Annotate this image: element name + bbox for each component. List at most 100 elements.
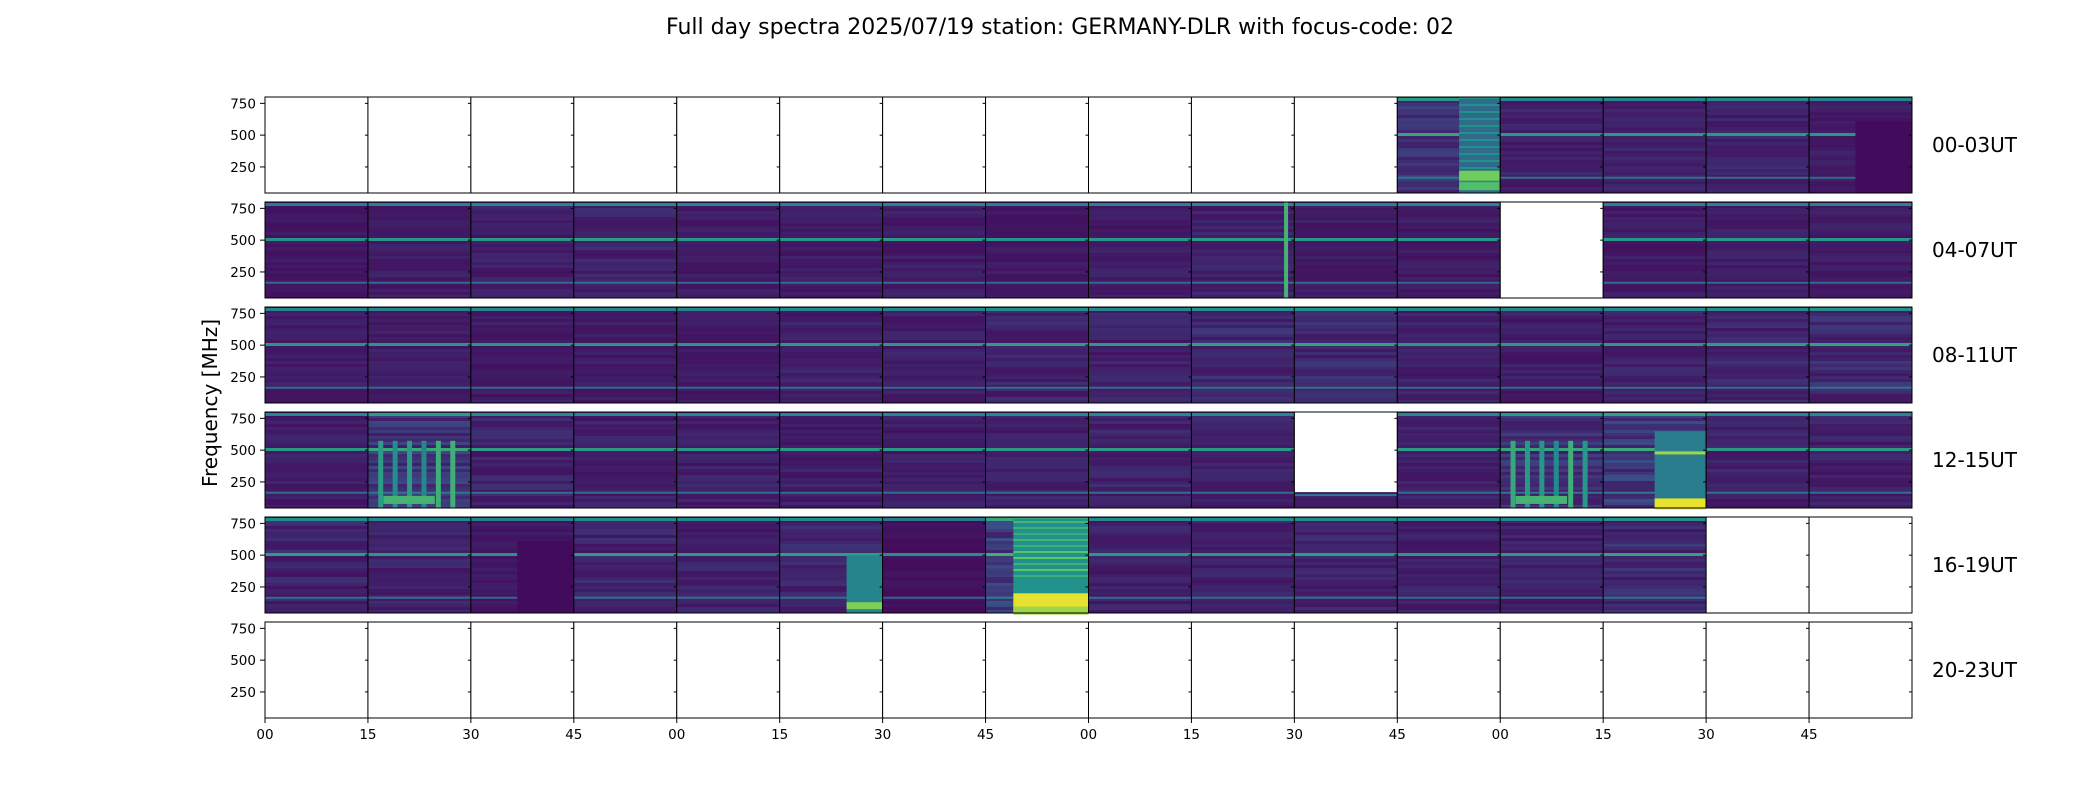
spectrum-panel [1808,411,1913,509]
spectrum-panel [573,96,678,194]
spectrum-panel [1293,621,1398,719]
spectrum-panel [1396,411,1501,509]
spectrum-panel [573,306,678,404]
spectrum-panel [985,96,1089,194]
spectrum-panel [264,411,369,509]
spectra-row: 250 500 750 12-15UT [230,411,2018,510]
spectrum-panel [1602,96,1707,194]
spectrum-panel [676,96,781,194]
spectrum-panel [1190,306,1295,404]
spectrum-panel [573,201,678,299]
x-tick-label: 30 [462,727,479,743]
x-tick-label: 15 [359,727,376,743]
spectrum-panel [1705,306,1810,404]
panel-frame [1808,621,1913,719]
spectrum-panel [573,621,678,719]
spectrum-panel [1499,516,1604,614]
spectrum-panel [676,306,781,404]
spectrum-panel [1705,96,1810,194]
y-tick-label: 500 [230,548,256,564]
y-tick-label: 250 [230,475,256,491]
y-tick-label: 500 [230,128,256,144]
x-tick-label: 45 [1800,727,1817,743]
spectra-row: 250 500 750 16-19UT [230,516,2018,615]
spectrum-panel [985,201,1089,299]
x-tick-label: 30 [874,727,891,743]
spectrum-panel [1705,411,1810,509]
spectrum-panel [1499,621,1604,719]
spectrum-panel [1190,201,1295,299]
spectrum-panel [264,621,369,719]
spectrum-panel [1808,201,1913,299]
spectrum-panel [264,306,369,404]
spectrum-panel [1602,621,1707,719]
x-axis: 00 15 30 45 00 15 30 45 00 15 30 45 00 15 30 45 [256,718,1818,743]
y-tick-label: 750 [230,201,256,217]
spectrum-panel [1808,96,1913,194]
spectrum-panel [1705,201,1810,299]
y-tick-label: 750 [230,96,256,112]
spectrum-panel [1499,411,1604,509]
row-label: 08-11UT [1932,343,2018,367]
spectra-grid: 250 500 750 00-03UT 250 500 750 04-07UT 250 500 75… [230,96,2018,743]
spectrum-panel [1499,96,1604,194]
spectrum-panel [1396,621,1501,719]
spectrum-panel [264,201,369,299]
spectrum-panel [1808,621,1913,719]
spectrum-panel [470,621,575,719]
spectrum-panel [985,411,1089,509]
spectrum-panel [367,621,472,719]
row-label: 00-03UT [1932,133,2018,157]
spectrum-panel [1705,516,1810,614]
row-label: 20-23UT [1932,658,2018,682]
spectrum-panel [676,411,781,509]
spectra-row: 250 500 750 04-07UT [230,201,2018,299]
spectrum-panel [1602,306,1707,404]
spectrum-panel [779,411,884,509]
x-tick-label: 30 [1286,727,1303,743]
spectrum-panel [1602,201,1707,299]
spectrum-panel [367,306,472,404]
y-tick-label: 750 [230,621,256,637]
y-tick-label: 750 [230,306,256,322]
spectrum-panel [882,621,987,719]
spectrum-panel [1088,96,1192,194]
spectrum-panel [1190,516,1295,614]
spectrum-panel [985,306,1089,404]
spectrum-panel [882,516,987,614]
x-tick-label: 45 [1389,727,1406,743]
x-tick-label: 30 [1698,727,1715,743]
spectrum-panel [1499,201,1604,299]
spectrum-panel [779,516,884,614]
spectrum-panel [1190,411,1295,509]
spectrum-panel [779,96,884,194]
spectrum-panel [1293,516,1398,614]
spectrum-panel [264,516,369,614]
spectrum-panel [1190,96,1295,194]
spectrum-panel [264,96,369,194]
spectrum-panel [367,411,472,509]
spectrum-panel [470,516,575,614]
spectrum-panel [1396,306,1501,404]
spectrum-panel [1293,306,1398,404]
spectrum-panel [882,306,987,404]
y-tick-label: 250 [230,265,256,281]
spectrum-panel [676,621,781,719]
x-tick-label: 15 [1183,727,1200,743]
y-tick-label: 500 [230,338,256,354]
row-label: 12-15UT [1932,448,2018,472]
spectrum-panel [985,621,1089,719]
chart-title: Full day spectra 2025/07/19 station: GER… [666,15,1454,40]
spectrum-panel [1396,201,1501,299]
y-tick-label: 750 [230,411,256,427]
y-tick-label: 250 [230,580,256,596]
spectrum-panel [470,411,575,509]
spectrum-panel [1190,621,1295,719]
spectrum-panel [676,516,781,614]
spectrum-panel [1293,411,1398,509]
spectrum-panel [779,306,884,404]
x-tick-label: 00 [668,727,685,743]
panel-frame [1808,201,1913,299]
spectrum-panel [1088,621,1192,719]
